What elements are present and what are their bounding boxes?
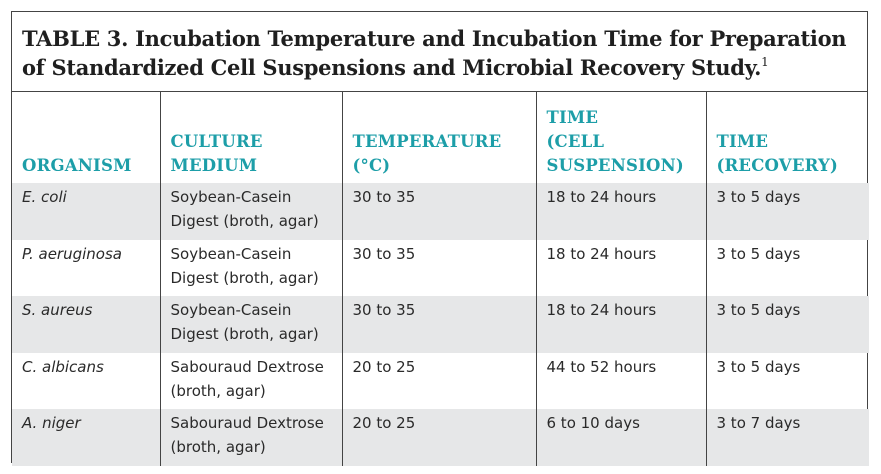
cell-temperature: 30 to 35: [341, 296, 536, 353]
cell-medium: Soybean-Casein Digest (broth, agar): [159, 296, 342, 353]
cell-temperature: 20 to 25: [341, 409, 536, 466]
header-temperature: TEMPERATURE (°C): [341, 92, 536, 183]
table-row: E. coli Soybean-Casein Digest (broth, aga…: [12, 183, 869, 240]
header-line: (RECOVERY): [716, 156, 838, 175]
header-line: SUSPENSION): [546, 156, 684, 175]
medium-line: (broth, agar): [170, 381, 266, 400]
header-line: TEMPERATURE: [352, 132, 502, 151]
cell-time-recovery: 3 to 5 days: [705, 239, 869, 297]
cell-time-recovery: 3 to 5 days: [705, 352, 869, 410]
header-row: ORGANISM CULTURE MEDIUM TEMPERATURE (°C)…: [12, 92, 869, 183]
cell-organism: A. niger: [12, 409, 160, 466]
header-line: (°C): [352, 156, 391, 175]
header-line: MEDIUM: [170, 156, 258, 175]
header-time-recovery: TIME (RECOVERY): [705, 92, 869, 183]
cell-time-suspension: 44 to 52 hours: [535, 352, 706, 410]
data-table: ORGANISM CULTURE MEDIUM TEMPERATURE (°C)…: [12, 92, 869, 466]
medium-line: (broth, agar): [170, 438, 266, 457]
medium-line: Soybean-Casein: [170, 244, 292, 263]
header-line: CULTURE: [170, 132, 263, 151]
header-time-suspension: TIME (CELL SUSPENSION): [535, 92, 706, 183]
cell-organism: P. aeruginosa: [22, 244, 122, 263]
medium-line: Digest (broth, agar): [170, 268, 319, 287]
medium-line: Soybean-Casein: [170, 188, 292, 206]
medium-line: Sabouraud Dextrose: [170, 414, 324, 433]
caption-text: TABLE 3. Incubation Temperature and Incu…: [22, 26, 847, 80]
cell-time-suspension: 6 to 10 days: [535, 409, 706, 466]
cell-time-recovery: 3 to 5 days: [705, 183, 869, 240]
cell-medium: Soybean-Casein Digest (broth, agar): [159, 183, 342, 240]
cell-temperature: 30 to 35: [341, 183, 536, 240]
cell-time-suspension: 18 to 24 hours: [535, 183, 706, 240]
header-line: TIME: [716, 132, 769, 151]
cell-medium: Soybean-Casein Digest (broth, agar): [159, 239, 342, 297]
table-frame: TABLE 3. Incubation Temperature and Incu…: [11, 11, 869, 466]
cell-organism: E. coli: [12, 183, 160, 240]
header-organism: ORGANISM: [12, 92, 160, 183]
table-row: C. albicans Sabouraud Dextrose (broth, ag…: [12, 352, 869, 410]
table-row: P. aeruginosa Soybean-Casein Digest (brot…: [12, 239, 869, 297]
cell-medium: Sabouraud Dextrose (broth, agar): [159, 409, 342, 466]
table-row: A. niger Sabouraud Dextrose (broth, agar)…: [12, 409, 869, 466]
table-row: S. aureus Soybean-Casein Digest (broth, a…: [12, 296, 869, 353]
cell-temperature: 30 to 35: [341, 239, 536, 297]
cell-time-suspension: 18 to 24 hours: [535, 239, 706, 297]
cell-time-recovery: 3 to 5 days: [705, 296, 869, 353]
table-caption: TABLE 3. Incubation Temperature and Incu…: [12, 12, 867, 92]
cell-time-suspension: 18 to 24 hours: [535, 296, 706, 353]
cell-organism: S. aureus: [12, 296, 160, 353]
cell-temperature: 20 to 25: [341, 352, 536, 410]
header-line: (CELL: [546, 132, 605, 151]
cell-time-recovery: 3 to 7 days: [705, 409, 869, 466]
header-line: ORGANISM: [22, 156, 132, 175]
medium-line: Sabouraud Dextrose: [170, 357, 324, 376]
cell-medium: Sabouraud Dextrose (broth, agar): [159, 352, 342, 410]
header-culture-medium: CULTURE MEDIUM: [159, 92, 342, 183]
medium-line: Digest (broth, agar): [170, 325, 319, 344]
header-line: TIME: [546, 108, 599, 127]
medium-line: Digest (broth, agar): [170, 212, 319, 230]
footnote-ref: 1: [761, 55, 769, 69]
cell-organism: C. albicans: [22, 357, 104, 376]
medium-line: Soybean-Casein: [170, 301, 292, 320]
